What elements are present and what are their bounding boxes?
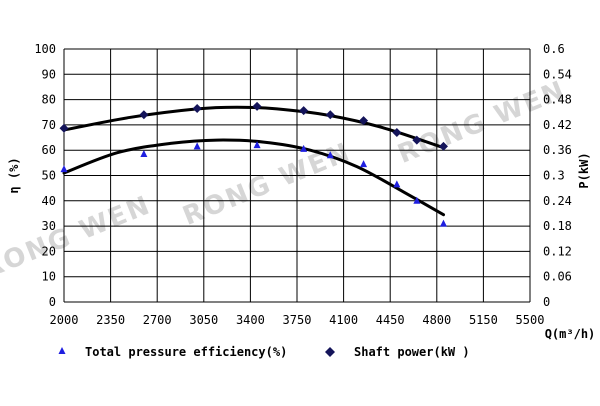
y-left-tick-label: 40 bbox=[42, 194, 56, 208]
x-axis-title: Q(m³/h) bbox=[545, 327, 596, 341]
y-left-tick-label: 10 bbox=[42, 270, 56, 284]
x-tick-label: 4800 bbox=[422, 313, 451, 327]
shaft-power-point bbox=[412, 135, 422, 145]
y-right-tick-label: 0.06 bbox=[543, 270, 572, 284]
efficiency-point bbox=[439, 219, 447, 227]
y-right-tick-label: 0.48 bbox=[543, 93, 572, 107]
watermark-text: RONG WEN bbox=[179, 137, 356, 232]
efficiency-point bbox=[360, 160, 368, 168]
x-tick-label: 2000 bbox=[50, 313, 79, 327]
x-tick-label: 2350 bbox=[96, 313, 125, 327]
efficiency-point bbox=[393, 180, 401, 188]
y-left-tick-label: 80 bbox=[42, 93, 56, 107]
axes: 2000 2350 2700 3050 3400 3750 4100 4450 4800 5150… bbox=[7, 42, 595, 341]
legend: Total pressure efficiency(%) Shaft power(… bbox=[58, 345, 470, 359]
y-right-tick-label: 0.3 bbox=[543, 169, 565, 183]
y-left-tick-label: 20 bbox=[42, 244, 56, 258]
efficiency-point bbox=[60, 165, 68, 173]
grid bbox=[63, 48, 531, 303]
y-right-axis-title: P(kW) bbox=[577, 152, 591, 188]
x-tick-label: 2700 bbox=[143, 313, 172, 327]
y-right-tick-label: 0.42 bbox=[543, 118, 572, 132]
legend-diamond-icon bbox=[325, 347, 335, 357]
y-left-tick-label: 100 bbox=[34, 42, 56, 56]
y-left-axis-title: η (%) bbox=[7, 157, 21, 193]
x-tick-label: 5150 bbox=[469, 313, 498, 327]
legend-label-efficiency: Total pressure efficiency(%) bbox=[85, 345, 287, 359]
y-right-tick-label: 0.6 bbox=[543, 42, 565, 56]
x-tick-label: 3400 bbox=[236, 313, 265, 327]
y-right-tick-label: 0.18 bbox=[543, 219, 572, 233]
watermark-text: RONG WEN bbox=[0, 190, 155, 285]
efficiency-point bbox=[326, 151, 334, 159]
x-tick-label: 3750 bbox=[283, 313, 312, 327]
x-tick-label: 3050 bbox=[189, 313, 218, 327]
y-right-tick-label: 0.54 bbox=[543, 67, 572, 81]
shaft-power-point bbox=[139, 110, 149, 120]
x-tick-label: 4100 bbox=[329, 313, 358, 327]
y-left-tick-label: 90 bbox=[42, 67, 56, 81]
efficiency-point bbox=[413, 196, 421, 204]
shaft-power-point bbox=[192, 103, 202, 113]
y-left-tick-label: 0 bbox=[49, 295, 56, 309]
legend-label-shaft-power: Shaft power(kW ) bbox=[354, 345, 470, 359]
efficiency-point bbox=[253, 141, 261, 149]
x-tick-label: 5500 bbox=[516, 313, 545, 327]
shaft-power-point bbox=[299, 106, 309, 116]
y-right-tick-label: 0.12 bbox=[543, 244, 572, 258]
fit-curve-series-1 bbox=[62, 138, 445, 217]
y-left-tick-label: 30 bbox=[42, 219, 56, 233]
y-right-tick-label: 0 bbox=[543, 295, 550, 309]
x-tick-label: 4450 bbox=[376, 313, 405, 327]
y-right-tick-label: 0.24 bbox=[543, 194, 572, 208]
fit-curve-series-2 bbox=[62, 105, 445, 150]
efficiency-point bbox=[140, 149, 148, 157]
data-markers bbox=[59, 101, 448, 227]
shaft-power-point bbox=[392, 127, 402, 137]
shaft-power-point bbox=[438, 141, 448, 151]
fit-curves bbox=[62, 105, 445, 217]
legend-triangle-icon bbox=[58, 347, 66, 354]
shaft-power-point bbox=[359, 116, 369, 126]
efficiency-point bbox=[193, 142, 201, 150]
y-left-tick-label: 70 bbox=[42, 118, 56, 132]
y-right-tick-label: 0.36 bbox=[543, 143, 572, 157]
shaft-power-point bbox=[252, 101, 262, 111]
shaft-power-point bbox=[325, 110, 335, 120]
efficiency-point bbox=[300, 144, 308, 152]
y-left-tick-label: 50 bbox=[42, 169, 56, 183]
y-left-tick-label: 60 bbox=[42, 143, 56, 157]
shaft-power-point bbox=[59, 123, 69, 133]
